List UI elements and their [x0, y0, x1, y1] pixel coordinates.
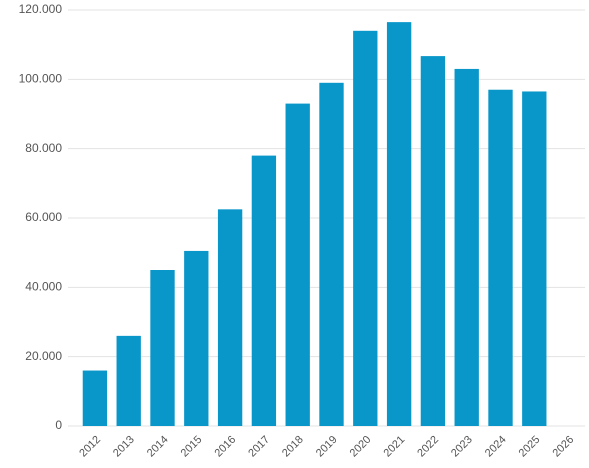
bar — [285, 103, 310, 426]
bar — [488, 89, 513, 426]
y-tick-label: 100.000 — [19, 72, 63, 86]
x-tick-label: 2025 — [517, 434, 543, 460]
x-tick-label: 2021 — [381, 434, 407, 460]
bar — [420, 56, 446, 427]
x-tick-label: 2024 — [483, 434, 509, 460]
y-tick-label: 0 — [55, 418, 62, 432]
bar — [251, 155, 277, 426]
x-tick-label: 2019 — [314, 434, 340, 460]
x-tick-label: 2020 — [348, 434, 374, 460]
x-tick-label: 2017 — [246, 434, 272, 460]
bar — [116, 335, 141, 426]
x-tick-label: 2013 — [111, 434, 137, 460]
y-tick-label: 40.000 — [25, 280, 62, 294]
bar — [82, 370, 108, 426]
x-tick-label: 2018 — [280, 434, 306, 460]
bar — [454, 68, 479, 426]
y-tick-label: 120.000 — [19, 2, 63, 16]
y-tick-label: 80.000 — [25, 141, 62, 155]
x-tick-label: 2015 — [179, 434, 205, 460]
x-tick-label: 2014 — [145, 434, 171, 460]
bar — [319, 82, 344, 427]
x-tick-label: 2026 — [550, 434, 576, 460]
bar — [184, 250, 209, 426]
bar — [353, 30, 378, 427]
bar — [217, 209, 243, 426]
bar — [522, 91, 547, 426]
x-tick-label: 2022 — [415, 434, 441, 460]
y-tick-label: 20.000 — [25, 349, 62, 363]
y-tick-label: 60.000 — [25, 210, 62, 224]
x-tick-label: 2023 — [449, 434, 475, 460]
bar — [386, 22, 412, 427]
bar — [150, 270, 175, 426]
x-tick-label: 2012 — [77, 434, 103, 460]
x-tick-label: 2016 — [212, 434, 238, 460]
